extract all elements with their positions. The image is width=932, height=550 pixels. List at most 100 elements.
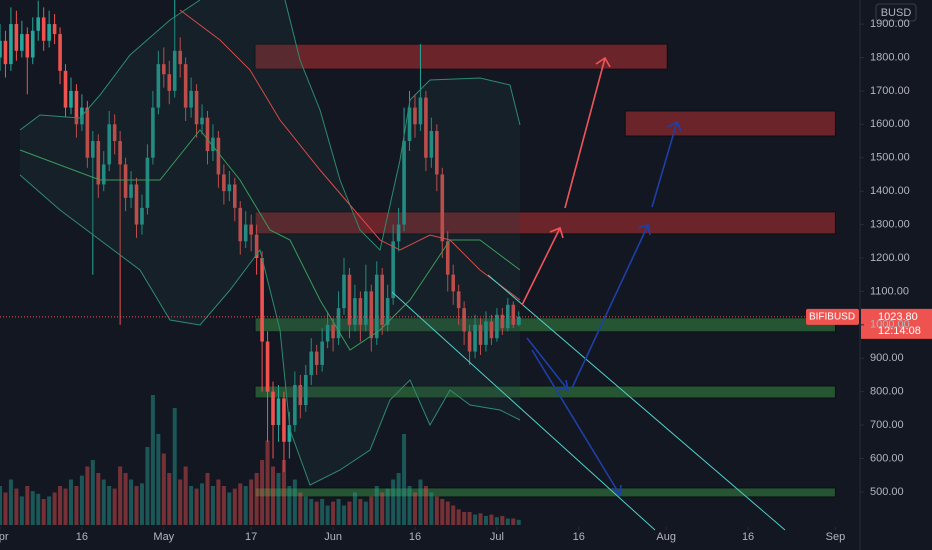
volume-bar [107, 486, 112, 525]
candle-body [238, 207, 243, 242]
volume-bar [281, 460, 286, 525]
x-tick-label: Jul [490, 531, 504, 543]
candle-body [134, 184, 139, 225]
candle-body [473, 324, 477, 352]
volume-bar [254, 473, 259, 525]
volume-bar [19, 496, 24, 525]
blue-arrow [526, 337, 570, 392]
volume-bar [391, 479, 396, 525]
candle-body [282, 398, 286, 442]
candle-body [407, 107, 412, 142]
candle-body [52, 24, 57, 35]
candle-body [249, 224, 253, 235]
blue-arrow [531, 349, 622, 497]
volume-bar [494, 517, 499, 525]
volume-bar [418, 479, 423, 525]
volume-bar [210, 486, 215, 525]
volume-bar [41, 499, 46, 525]
y-tick-label: 600.00 [870, 452, 904, 464]
volume-bar [303, 496, 308, 525]
band-fill [20, 0, 520, 485]
candle-body [216, 137, 221, 175]
zone [254, 385, 836, 399]
volume-bar [0, 486, 2, 525]
volume-bar [429, 492, 434, 525]
candle-body [484, 321, 488, 345]
volume-bar [309, 499, 314, 525]
volume-bar [462, 512, 467, 525]
volume-bar [511, 518, 516, 525]
plot-area [0, 0, 836, 525]
volume-bar [336, 499, 341, 525]
volume-bar [178, 479, 183, 525]
candle-body [309, 351, 314, 375]
arrows [521, 56, 682, 497]
candle-body [178, 50, 182, 65]
candle-body [467, 331, 472, 352]
candle-body [495, 314, 499, 339]
channel-line [391, 291, 656, 531]
y-tick-label: 1500.00 [870, 152, 910, 164]
volume-bar [52, 492, 57, 525]
volume-bar [68, 479, 73, 525]
volume-bar [101, 479, 106, 525]
volume-bar [385, 488, 390, 525]
volume-bar [189, 486, 194, 525]
y-tick-label: 500.00 [870, 486, 904, 498]
volume-bar [396, 473, 401, 525]
volume-bar [352, 492, 357, 525]
candle-body [101, 164, 106, 185]
x-tick-label: 16 [573, 531, 585, 543]
candle-body [123, 164, 128, 198]
candle-body [369, 291, 374, 339]
volume-bar [287, 486, 292, 525]
x-tick-label: 16 [409, 531, 421, 543]
candle-body [440, 174, 445, 242]
candle-body [265, 341, 270, 392]
volume-bar [216, 479, 221, 525]
candle-body [20, 34, 24, 51]
candle-body [500, 314, 505, 329]
volume-bar [445, 501, 450, 525]
candle-body [314, 351, 319, 365]
volume-bar [238, 483, 243, 525]
volume-bar [232, 488, 237, 525]
candle-body [47, 24, 51, 41]
candle-body [107, 124, 112, 165]
candle-body [276, 398, 281, 426]
candle-body [358, 298, 363, 325]
candle-body [222, 174, 226, 192]
candle-body [353, 298, 357, 325]
candle-body [462, 308, 466, 332]
volume-bar [200, 483, 205, 525]
volume-bar [183, 466, 188, 525]
candle-body [85, 107, 90, 158]
candle-body [227, 184, 232, 192]
volume-bar [423, 486, 428, 525]
zone [624, 110, 836, 137]
volume-bar [25, 486, 30, 525]
volume-bar [150, 395, 155, 525]
x-tick-label: Sep [826, 531, 846, 543]
volume-bar [260, 460, 265, 525]
volume-bar [298, 492, 303, 525]
volume-bar [489, 514, 494, 525]
axis-title: BUSD [881, 7, 912, 19]
candle-body [189, 90, 193, 108]
y-tick-label: 900.00 [870, 352, 904, 364]
volume-bar [3, 492, 8, 525]
candle-body [25, 34, 30, 58]
candle-body [325, 324, 330, 342]
volume-bar [500, 515, 505, 525]
candle-body [129, 184, 133, 198]
x-tick-label: 16 [76, 531, 88, 543]
candle-body [320, 341, 324, 365]
x-tick-label: Apr [0, 531, 9, 543]
candle-body [69, 90, 73, 108]
volume-bar [358, 499, 363, 525]
y-tick-label: 1300.00 [870, 218, 910, 230]
symbol-label: BIFIBUSD [809, 312, 855, 323]
volume-bar [167, 473, 172, 525]
volume-bar [123, 473, 128, 525]
volume-bar [412, 492, 417, 525]
